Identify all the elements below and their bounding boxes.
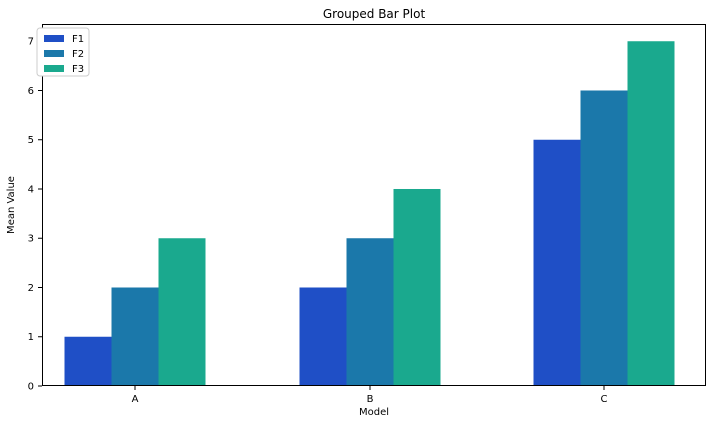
bar-f1-b bbox=[299, 287, 347, 386]
bar-f3-c bbox=[627, 41, 675, 386]
bar-f1-a bbox=[64, 336, 112, 386]
bar-f2-c bbox=[580, 90, 628, 386]
bar-f2-a bbox=[111, 287, 159, 386]
y-tick-label: 7 bbox=[28, 37, 34, 48]
bar-f3-a bbox=[158, 238, 206, 386]
y-tick-label: 0 bbox=[28, 382, 34, 393]
legend-swatch-f1 bbox=[44, 35, 64, 42]
x-axis: A B C bbox=[132, 386, 608, 405]
plot-area bbox=[64, 41, 675, 386]
y-axis-label: Mean Value bbox=[6, 176, 17, 234]
legend: F1 F2 F3 bbox=[36, 27, 90, 77]
y-tick-label: 6 bbox=[28, 86, 34, 97]
bar-f1-c bbox=[533, 139, 581, 386]
legend-label-f2: F2 bbox=[72, 49, 84, 60]
y-tick-label: 4 bbox=[28, 184, 34, 195]
legend-swatch-f3 bbox=[44, 65, 64, 72]
legend-label-f1: F1 bbox=[72, 34, 84, 45]
bar-f3-b bbox=[393, 188, 441, 386]
bar-f2-b bbox=[346, 238, 394, 386]
y-tick-label: 3 bbox=[28, 234, 34, 245]
x-tick-label: A bbox=[132, 394, 139, 405]
legend-swatch-f2 bbox=[44, 50, 64, 57]
x-tick-label: B bbox=[367, 394, 374, 405]
legend-label-f3: F3 bbox=[72, 64, 84, 75]
x-axis-label: Model bbox=[359, 407, 389, 418]
y-axis: 0 1 2 3 4 5 6 7 bbox=[28, 37, 42, 393]
y-tick-label: 2 bbox=[28, 283, 34, 294]
chart-title: Grouped Bar Plot bbox=[323, 7, 426, 21]
y-tick-label: 5 bbox=[28, 135, 34, 146]
x-tick-label: C bbox=[601, 394, 608, 405]
y-tick-label: 1 bbox=[28, 332, 34, 343]
plot-frame bbox=[42, 24, 706, 386]
